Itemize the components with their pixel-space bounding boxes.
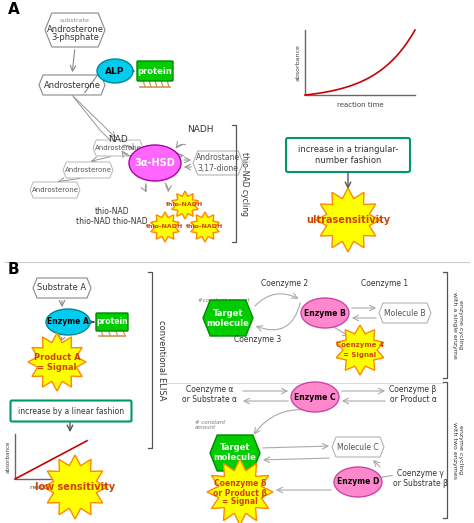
Text: conventional ELISA: conventional ELISA — [157, 320, 166, 400]
Text: reaction time: reaction time — [30, 485, 72, 490]
Polygon shape — [43, 455, 107, 519]
Text: protein: protein — [137, 66, 173, 75]
Polygon shape — [33, 278, 91, 298]
Text: 3,17-dione: 3,17-dione — [198, 164, 238, 173]
Text: enzyme cycling
with two enzymes: enzyme cycling with two enzymes — [452, 422, 463, 479]
Text: A: A — [8, 2, 20, 17]
Text: protein: protein — [96, 317, 128, 326]
Text: increase by a linear fashion: increase by a linear fashion — [18, 406, 124, 415]
Ellipse shape — [301, 298, 349, 328]
Text: low sensitivity: low sensitivity — [35, 482, 115, 492]
Polygon shape — [28, 333, 86, 391]
Text: Enzyme B: Enzyme B — [304, 309, 346, 317]
Polygon shape — [151, 212, 179, 242]
FancyBboxPatch shape — [137, 61, 173, 81]
Polygon shape — [63, 162, 113, 178]
Polygon shape — [210, 435, 260, 471]
Text: = Signal: = Signal — [222, 497, 258, 506]
Text: thio-NAD thio-NAD: thio-NAD thio-NAD — [76, 218, 148, 226]
Text: Androsterone: Androsterone — [46, 25, 103, 33]
Text: Androsterone: Androsterone — [44, 81, 100, 89]
Polygon shape — [191, 212, 219, 242]
Text: 3-phsphate: 3-phsphate — [51, 33, 99, 42]
Text: Enzyme C: Enzyme C — [294, 392, 336, 402]
FancyBboxPatch shape — [10, 401, 131, 422]
Polygon shape — [30, 182, 80, 198]
Text: increase in a triangular-
number fashion: increase in a triangular- number fashion — [298, 145, 398, 165]
Text: molecule: molecule — [207, 319, 249, 327]
Polygon shape — [93, 140, 143, 156]
Text: Coenzyme 1: Coenzyme 1 — [362, 279, 409, 288]
Text: or Substrate α: or Substrate α — [182, 395, 237, 404]
FancyBboxPatch shape — [96, 313, 128, 331]
Polygon shape — [379, 303, 431, 323]
Text: NAD: NAD — [108, 135, 128, 144]
Text: enzyme cycling
with a single enzyme: enzyme cycling with a single enzyme — [452, 292, 463, 358]
Text: Molecule C: Molecule C — [337, 442, 379, 451]
Polygon shape — [203, 300, 253, 336]
Text: molecule: molecule — [214, 453, 256, 462]
Text: Enzyme A: Enzyme A — [47, 317, 89, 326]
Text: thio-NAD cycling: thio-NAD cycling — [240, 152, 249, 215]
Text: or Substrate β: or Substrate β — [392, 479, 447, 487]
Ellipse shape — [129, 145, 181, 181]
Text: Androsterone: Androsterone — [94, 145, 142, 151]
Text: ALP: ALP — [105, 66, 125, 75]
Text: Coenzyme α: Coenzyme α — [186, 385, 234, 394]
Text: or Product α: or Product α — [390, 395, 437, 404]
Text: = Signal: = Signal — [37, 362, 77, 371]
Text: #constant amount: #constant amount — [198, 298, 249, 302]
Text: thio-NADH: thio-NADH — [146, 224, 183, 230]
Text: thio-NAD: thio-NAD — [95, 208, 129, 217]
Text: Androsterone: Androsterone — [64, 167, 111, 173]
Text: Molecule B: Molecule B — [384, 309, 426, 317]
Text: # constant
amount: # constant amount — [195, 419, 225, 430]
Ellipse shape — [46, 309, 90, 335]
Polygon shape — [332, 437, 384, 457]
Text: absorbance: absorbance — [6, 440, 11, 473]
Text: 3α-HSD: 3α-HSD — [135, 158, 175, 168]
Polygon shape — [207, 459, 273, 523]
Text: absorbance: absorbance — [296, 44, 301, 81]
Text: B: B — [8, 262, 19, 277]
Text: Coenzyme 3: Coenzyme 3 — [234, 335, 282, 345]
Polygon shape — [316, 188, 380, 252]
Ellipse shape — [334, 467, 382, 497]
Polygon shape — [45, 13, 105, 47]
Text: Product A: Product A — [34, 353, 80, 361]
Text: Enzyme D: Enzyme D — [337, 477, 379, 486]
FancyBboxPatch shape — [286, 138, 410, 172]
Text: Coenzyme β: Coenzyme β — [389, 385, 437, 394]
Text: reaction time: reaction time — [337, 102, 383, 108]
Polygon shape — [193, 151, 243, 175]
Polygon shape — [172, 191, 198, 219]
Text: Coenzyme γ: Coenzyme γ — [397, 469, 444, 477]
Text: Androsterone: Androsterone — [31, 187, 79, 193]
Text: Target: Target — [220, 444, 250, 452]
Text: = Signal: = Signal — [344, 352, 376, 358]
Ellipse shape — [97, 59, 133, 83]
Text: or Product β: or Product β — [213, 488, 267, 497]
Text: ultrasensitivity: ultrasensitivity — [306, 215, 390, 225]
Text: Substrate A: Substrate A — [37, 283, 87, 292]
Text: substrate: substrate — [60, 17, 90, 22]
Text: Coenzyme 2: Coenzyme 2 — [262, 279, 309, 288]
Text: Coenzyme δ: Coenzyme δ — [214, 479, 266, 487]
Text: Coenzyme 4: Coenzyme 4 — [336, 342, 384, 348]
Text: thio-NADH: thio-NADH — [186, 224, 224, 230]
Polygon shape — [39, 75, 105, 95]
Text: Target: Target — [213, 309, 243, 317]
Polygon shape — [336, 325, 384, 375]
Text: NADH: NADH — [187, 126, 213, 134]
Text: Androstane: Androstane — [196, 153, 240, 163]
Text: thio-NADH: thio-NADH — [166, 202, 204, 208]
Ellipse shape — [291, 382, 339, 412]
